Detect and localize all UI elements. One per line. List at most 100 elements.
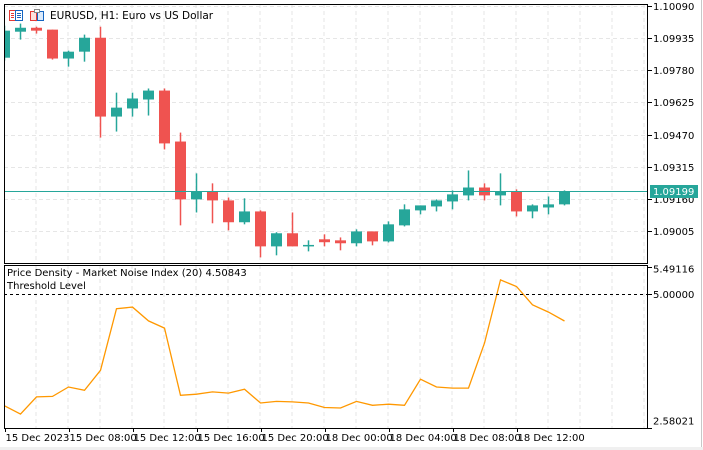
price-axis-label: 1.09780 (653, 66, 694, 77)
indicator-axis-label: 5.49116 (653, 265, 694, 276)
bull-candle (271, 232, 282, 256)
bull-candle (383, 221, 394, 243)
indicator-line (4, 279, 648, 415)
candle-body (367, 231, 378, 242)
candle-body (15, 27, 26, 32)
bull-candle (351, 229, 362, 247)
trade-panel-icon[interactable] (9, 10, 23, 21)
candle-body (319, 239, 330, 243)
price-axis-label: 1.09935 (653, 34, 694, 45)
price-axis-label: 1.09005 (653, 227, 694, 238)
candle-body (223, 200, 234, 223)
candle-body (255, 211, 266, 247)
current-price-badge (650, 185, 698, 198)
candle-body (47, 29, 58, 59)
time-axis-label: 15 Dec 08:00 (70, 433, 137, 444)
time-axis-label: 15 Dec 2023 (6, 433, 70, 444)
bear-candle (207, 183, 218, 224)
candle-body (559, 191, 570, 205)
bear-candle (255, 210, 266, 258)
indicator-axis-label: 5.00000 (653, 290, 694, 301)
candle-body (143, 90, 154, 100)
candle-body (175, 141, 186, 200)
candle-body (527, 205, 538, 212)
candle-body (207, 191, 218, 201)
chart-title: EURUSD, H1: Euro vs US Dollar (50, 10, 214, 22)
bull-candle (303, 240, 314, 252)
bear-candle (335, 237, 346, 251)
time-axis-label: 15 Dec 16:00 (198, 433, 265, 444)
price-axis-label: 1.09470 (653, 131, 694, 142)
bull-candle (431, 199, 442, 212)
candle-body (399, 209, 410, 226)
time-axis-label: 15 Dec 12:00 (134, 433, 201, 444)
candle-body (383, 224, 394, 242)
window-bottom-edge (0, 447, 703, 450)
candle-body (31, 27, 42, 31)
bull-candle (79, 34, 90, 62)
bull-candle (447, 190, 458, 210)
bull-candle (399, 204, 410, 227)
price-axis-label: 1.10090 (653, 2, 694, 13)
main-panel-border (4, 4, 648, 264)
price-axis-label: 1.09315 (653, 163, 694, 174)
bear-candle (511, 189, 522, 217)
left-margin (0, 4, 4, 263)
bear-candle (95, 26, 106, 138)
time-axis-label: 15 Dec 20:00 (262, 433, 329, 444)
candle-body (239, 211, 250, 223)
price-axis-label: 1.09625 (653, 98, 694, 109)
bear-candle (287, 212, 298, 247)
candle-body (335, 240, 346, 244)
bull-candle (495, 173, 506, 206)
candle-body (159, 90, 170, 144)
candle-body (495, 191, 506, 196)
bear-candle (319, 234, 330, 247)
current-price-value: 1.09199 (653, 187, 694, 198)
bull-candle (63, 50, 74, 67)
candle-body (63, 51, 74, 59)
candle-body (127, 98, 138, 109)
candle-body (79, 37, 90, 52)
candle-body (415, 205, 426, 211)
bull-candle (15, 23, 26, 40)
bull-candle (415, 205, 426, 215)
candle-body (511, 191, 522, 212)
time-axis-label: 18 Dec 12:00 (518, 433, 585, 444)
bear-candle (223, 197, 234, 231)
price-axis-label: 1.09160 (653, 195, 694, 206)
bear-candle (31, 26, 42, 34)
time-axis-label: 18 Dec 04:00 (390, 433, 457, 444)
candle-body (191, 191, 202, 200)
bear-candle (159, 88, 170, 150)
candle-body (303, 244, 314, 247)
current-price-label: 1.09199 (650, 185, 698, 198)
time-axis-label: 18 Dec 08:00 (454, 433, 521, 444)
bear-candle (175, 132, 186, 226)
time-axis-label: 18 Dec 00:00 (326, 433, 393, 444)
candle-body (351, 231, 362, 244)
candle-body (431, 200, 442, 207)
candle-body (95, 37, 106, 117)
indicator-axis-label: 2.58021 (653, 417, 694, 428)
candle-body (271, 233, 282, 247)
indicator-series-line (4, 279, 565, 415)
candle-body (543, 204, 554, 208)
bull-candle (543, 196, 554, 215)
candle-body (447, 194, 458, 202)
bull-candle (191, 173, 202, 213)
bear-candle (367, 231, 378, 246)
bull-candle (143, 88, 154, 116)
bull-candle (239, 198, 250, 225)
candle-body (287, 233, 298, 247)
bull-candle (111, 92, 122, 132)
threshold-level-label: Threshold Level (6, 281, 86, 292)
bear-candle (47, 29, 58, 60)
bull-candle (127, 92, 138, 117)
indicator-name-label: Price Density - Market Noise Index (20) … (7, 268, 247, 279)
bull-candle (559, 190, 570, 206)
depth-of-market-icon[interactable] (30, 9, 44, 21)
